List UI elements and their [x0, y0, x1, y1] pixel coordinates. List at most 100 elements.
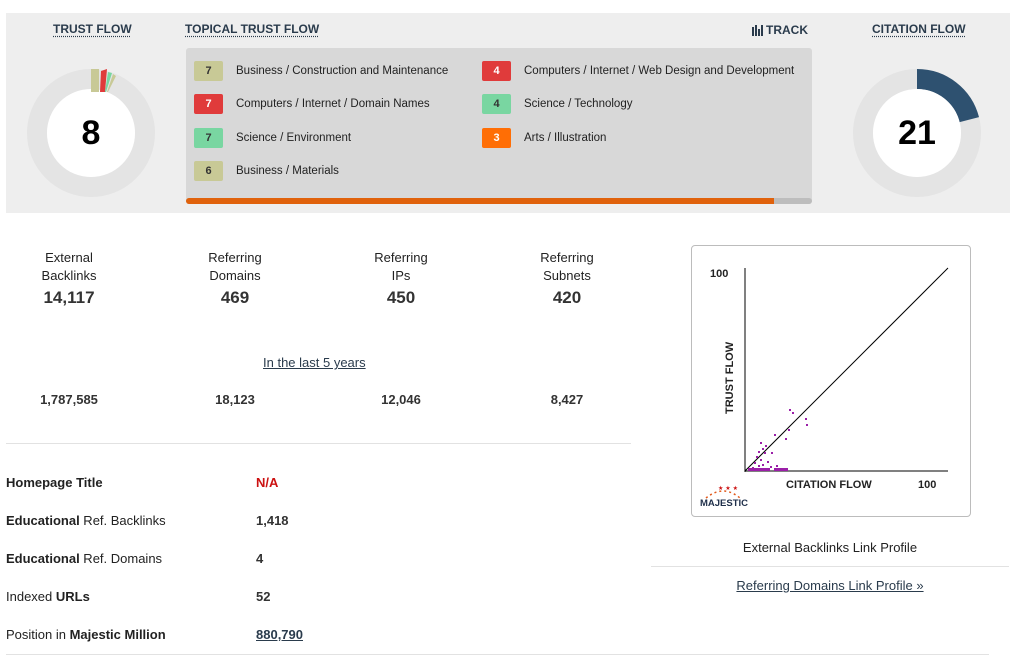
trust-flow-value: 8 [81, 114, 101, 152]
topic-score-badge: 6 [194, 161, 223, 181]
stat-label: Referring [374, 250, 428, 265]
homepage-title-label: Homepage Title [6, 475, 103, 490]
topic-label: Computers / Internet / Domain Names [236, 98, 430, 110]
stat-label: Referring [540, 250, 594, 265]
indexed-urls-label: Indexed URLs [6, 589, 90, 604]
stat-referring-ips: Referring IPs 450 [346, 249, 456, 308]
scatter-point [806, 424, 808, 426]
topic-label: Arts / Illustration [524, 132, 607, 144]
stat-label: Domains [209, 268, 261, 283]
topic-label: Science / Technology [524, 98, 633, 110]
stat-value: 14,117 [43, 288, 95, 307]
stat-value: 420 [552, 288, 582, 307]
history-period-link[interactable]: In the last 5 years [263, 355, 366, 370]
edu-backlinks-label: Educational Ref. Backlinks [6, 513, 166, 528]
edu-domains-value: 4 [256, 551, 264, 566]
citation-flow-value: 21 [898, 114, 936, 152]
svg-text:★ ★ ★: ★ ★ ★ [718, 485, 738, 492]
scatter-point [788, 429, 790, 431]
scatter-point [789, 409, 791, 411]
edu-domains-label: Educational Ref. Domains [6, 551, 163, 566]
diagonal-line [744, 267, 949, 472]
divider [6, 654, 989, 655]
scatter-point [765, 445, 767, 447]
scatter-point [762, 464, 764, 466]
trust-flow-topic-wedges [91, 69, 116, 92]
trust-flow-header[interactable]: TRUST FLOW [53, 22, 132, 36]
stat-label: IPs [391, 268, 411, 283]
stat-label: External [45, 250, 93, 265]
stat-external-backlinks: External Backlinks 14,117 [14, 249, 124, 308]
topical-progress-bar [186, 198, 812, 204]
scatter-point [760, 459, 762, 461]
link-profile-chart[interactable]: 100 100 CITATION FLOW TRUST FLOW [691, 245, 971, 517]
scatter-point-cluster [748, 468, 770, 471]
scatter-point [776, 465, 778, 467]
citation-flow-header[interactable]: CITATION FLOW [872, 22, 966, 36]
stat-label: Subnets [543, 268, 591, 283]
topics-panel: 7 Business / Construction and Maintenanc… [186, 48, 812, 204]
scatter-point [754, 462, 756, 464]
topic-score-badge: 7 [194, 128, 223, 148]
topic-item[interactable]: 7 Science / Environment [194, 128, 351, 148]
stat-referring-domains: Referring Domains 469 [180, 249, 290, 308]
scatter-point [785, 438, 787, 440]
y-axis-label: TRUST FLOW [724, 341, 736, 414]
topic-item[interactable]: 4 Science / Technology [482, 94, 632, 114]
topic-score-badge: 4 [482, 61, 511, 81]
edu-backlinks-value: 1,418 [256, 513, 289, 528]
x-max-label: 100 [918, 479, 936, 491]
track-button[interactable]: TRACK [752, 23, 808, 37]
topic-label: Computers / Internet / Web Design and De… [524, 65, 795, 77]
stat-value: 469 [220, 288, 250, 307]
stat-referring-subnets: Referring Subnets 420 [512, 249, 622, 308]
track-label: TRACK [766, 23, 808, 37]
history-referring-domains: 18,123 [215, 392, 255, 407]
scatter-point [770, 466, 772, 468]
homepage-title-value: N/A [256, 475, 279, 490]
bar-chart-icon [752, 24, 763, 36]
topical-progress-fill [186, 198, 775, 204]
scatter-point [774, 434, 776, 436]
topic-item[interactable]: 7 Computers / Internet / Domain Names [194, 94, 430, 114]
scatter-point-cluster [774, 468, 788, 471]
indexed-urls-value: 52 [256, 589, 271, 604]
divider [6, 443, 631, 444]
history-referring-subnets: 8,427 [550, 392, 584, 407]
majestic-logo-text: MAJESTIC [700, 498, 748, 509]
scatter-point [760, 442, 762, 444]
majestic-million-label: Position in Majestic Million [6, 627, 166, 642]
topic-item[interactable]: 6 Business / Materials [194, 161, 339, 181]
majestic-million-value[interactable]: 880,790 [256, 627, 303, 642]
topic-item[interactable]: 4 Computers / Internet / Web Design and … [482, 61, 794, 81]
topic-item[interactable]: 3 Arts / Illustration [482, 128, 606, 148]
chart-caption: External Backlinks Link Profile [742, 540, 918, 555]
topic-score-badge: 4 [482, 94, 511, 114]
y-max-label: 100 [710, 268, 728, 280]
topic-score-badge: 7 [194, 94, 223, 114]
referring-domains-link-profile-link[interactable]: Referring Domains Link Profile » [736, 578, 924, 593]
topic-label: Business / Materials [236, 165, 339, 177]
topic-label: Science / Environment [236, 132, 352, 144]
stat-label: Backlinks [41, 268, 97, 283]
history-external-backlinks: 1,787,585 [40, 392, 98, 407]
stat-value: 450 [386, 288, 416, 307]
majestic-logo: ★ ★ ★ MAJESTIC [700, 485, 748, 509]
topic-item[interactable]: 7 Business / Construction and Maintenanc… [194, 61, 448, 81]
x-axis-label: CITATION FLOW [786, 479, 872, 491]
divider [651, 566, 1009, 567]
topical-trust-flow-header[interactable]: TOPICAL TRUST FLOW [185, 22, 320, 36]
scatter-point [771, 452, 773, 454]
scatter-point [758, 451, 760, 453]
scatter-points [748, 409, 808, 471]
citation-flow-donut: 21 [853, 69, 981, 197]
history-referring-ips: 12,046 [381, 392, 421, 407]
scatter-point [756, 456, 758, 458]
scatter-point [764, 452, 766, 454]
scatter-point [767, 461, 769, 463]
scatter-point [758, 465, 760, 467]
scatter-point [762, 448, 764, 450]
topic-score-badge: 7 [194, 61, 223, 81]
scatter-point [805, 418, 807, 420]
stat-label: Referring [208, 250, 262, 265]
